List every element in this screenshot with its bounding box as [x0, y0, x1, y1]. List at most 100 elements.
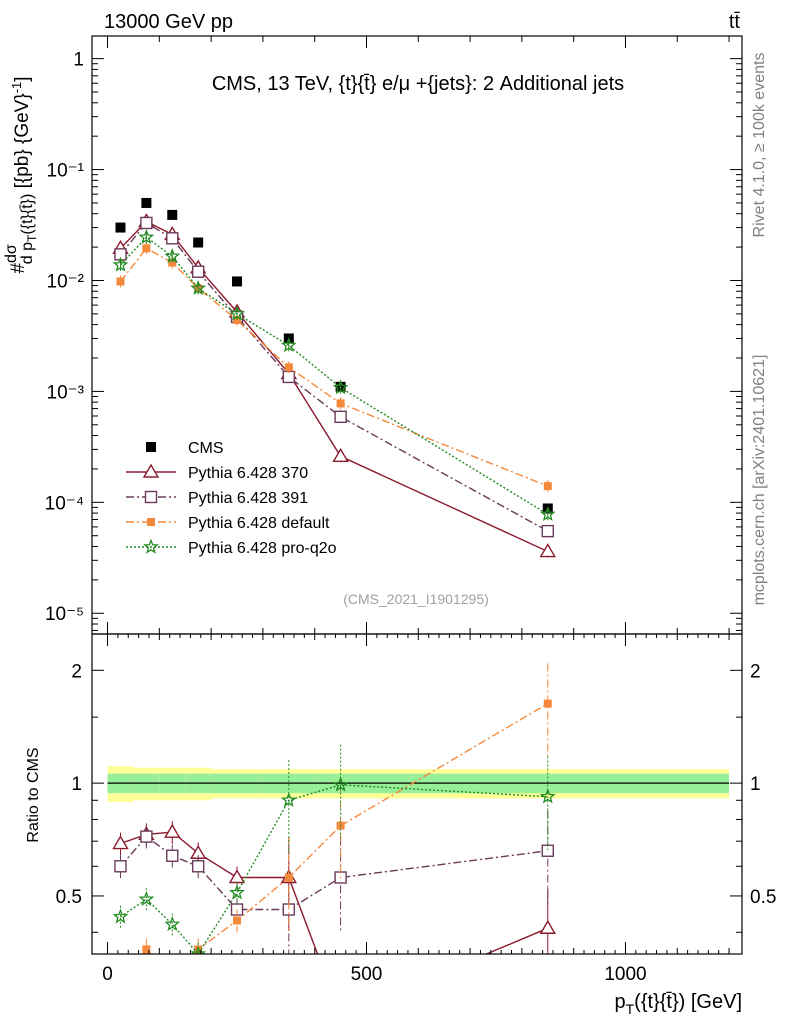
- ratio-point: [190, 945, 207, 954]
- ratio-point: [284, 873, 293, 882]
- ratio-point: [142, 945, 151, 954]
- data-point: [190, 280, 207, 296]
- series-line: [119, 247, 549, 487]
- ratio-point: [280, 791, 297, 807]
- x-axis-label: pT({t}{t̄}) [GeV]: [614, 991, 742, 1017]
- legend-marker: [146, 442, 156, 452]
- ratio-point: [233, 916, 242, 925]
- ratio-point: [164, 823, 181, 838]
- legend-label: Pythia 6.428 pro-q2o: [188, 540, 337, 557]
- legend-marker: [147, 518, 155, 526]
- data-point: [233, 316, 242, 325]
- legend-label: Pythia 6.428 default: [188, 515, 330, 532]
- legend: CMS Pythia 6.428 370 Pythia 6.428 391 Pythi…: [126, 440, 337, 557]
- data-point: [541, 524, 554, 538]
- ratio-point: [166, 849, 179, 862]
- ratio-y-tick-label-right: 1: [750, 774, 761, 795]
- data-point: [140, 216, 153, 230]
- ratio-y-tick-label-left: 1: [71, 774, 82, 795]
- data-point: [191, 265, 205, 278]
- legend-marker: [144, 490, 158, 504]
- ratio-point: [138, 890, 155, 906]
- series-line: [119, 222, 549, 532]
- ratio-point: [112, 835, 129, 850]
- ratio-y-tick-label-right: 2: [750, 661, 761, 682]
- data-point: [334, 410, 347, 424]
- legend-entry: Pythia 6.428 default: [126, 515, 330, 532]
- ratio-point: [164, 916, 181, 932]
- data-point: [332, 447, 349, 462]
- ratio-y-tick-label-left: 2: [71, 661, 82, 682]
- ratio-point: [332, 776, 349, 792]
- data-point: [280, 337, 297, 353]
- ratio-line: [120, 784, 548, 954]
- legend-marker: [143, 538, 159, 554]
- series-3: [116, 242, 552, 493]
- data-point: [229, 305, 245, 321]
- legend-entry: Pythia 6.428 pro-q2o: [126, 538, 337, 557]
- x-axis-label-text: pT({t}{t̄}) [GeV]: [614, 991, 742, 1017]
- data-point: [168, 258, 177, 267]
- legend-label: Pythia 6.428 370: [188, 465, 308, 482]
- ratio-ticks: 2 2 1 1 0.5 0.5 0 500 1000: [56, 634, 776, 985]
- data-point: [164, 248, 181, 264]
- main-y-tick-label: 10⁻²: [47, 271, 85, 292]
- mcplots-label: mcplots.cern.ch [arXiv:2401.10621]: [751, 355, 768, 606]
- data-point: [539, 543, 556, 558]
- main-y-tick-label: 10⁻⁴: [45, 493, 84, 514]
- data-point: [116, 277, 125, 286]
- ratio-point: [541, 844, 554, 857]
- watermark: (CMS_2021_I1901295): [343, 591, 489, 607]
- data-point: [142, 244, 151, 253]
- legend-entry: Pythia 6.428 391: [126, 490, 308, 507]
- ratio-y-tick-label-left: 0.5: [56, 887, 82, 908]
- header-left-label: 13000 GeV pp: [104, 11, 233, 33]
- data-point: [138, 229, 155, 245]
- legend-label: Pythia 6.428 391: [188, 490, 308, 507]
- legend-entry: CMS: [146, 440, 224, 457]
- legend-label: CMS: [188, 440, 224, 457]
- series-4: [112, 229, 556, 521]
- legend-entry: Pythia 6.428 370: [126, 463, 308, 482]
- rivet-label: Rivet 4.1.0, ≥ 100k events: [751, 53, 768, 238]
- data-point: [232, 276, 243, 287]
- main-y-tick-label: 10⁻¹: [47, 161, 85, 182]
- x-tick-label: 500: [351, 964, 383, 985]
- ratio-point: [539, 919, 556, 934]
- data-point: [141, 197, 152, 208]
- ratio-point: [539, 788, 556, 804]
- main-y-tick-label: 10⁻⁵: [45, 604, 84, 625]
- ratio-point: [191, 860, 205, 873]
- ratio-point: [140, 830, 153, 843]
- main-title: CMS, 13 TeV, {t}{t̄} e/μ +{jets}: 2 Addi…: [212, 73, 624, 95]
- data-point: [166, 232, 179, 245]
- data-point: [112, 256, 129, 272]
- ratio-point: [112, 908, 129, 924]
- main-y-tick-label: 10⁻³: [47, 382, 85, 403]
- legend-marker: [142, 463, 160, 478]
- ratio-y-axis-label: Ratio to CMS: [25, 747, 42, 842]
- ratio-point: [114, 860, 127, 873]
- x-tick-label: 0: [102, 964, 113, 985]
- data-point: [539, 506, 556, 521]
- ratio-point: [229, 884, 245, 900]
- main-series-group: [112, 197, 556, 558]
- ratio-point: [194, 945, 203, 954]
- main-y-tick-labels: 1 10⁻¹ 10⁻² 10⁻³ 10⁻⁴ 10⁻⁵: [45, 50, 84, 626]
- ratio-y-tick-label-right: 0.5: [750, 887, 776, 908]
- header-right-label: tt̄: [729, 11, 741, 33]
- ratio-uncertainty-band: [107, 766, 730, 803]
- ratio-point: [543, 699, 552, 708]
- main-y-tick-label: 1: [73, 50, 84, 71]
- ratio-panel: 2 2 1 1 0.5 0.5 0 500 1000 Ratio to CMS pT({t}{t…: [25, 633, 776, 1017]
- x-tick-label: 1000: [604, 964, 646, 985]
- ratio-frame: [91, 633, 743, 955]
- data-point: [193, 237, 204, 248]
- data-point: [336, 399, 345, 408]
- data-point: [543, 482, 552, 491]
- data-point: [167, 209, 178, 220]
- data-point: [115, 222, 126, 233]
- ratio-series-3: [112, 744, 556, 954]
- main-ticks: [92, 36, 742, 634]
